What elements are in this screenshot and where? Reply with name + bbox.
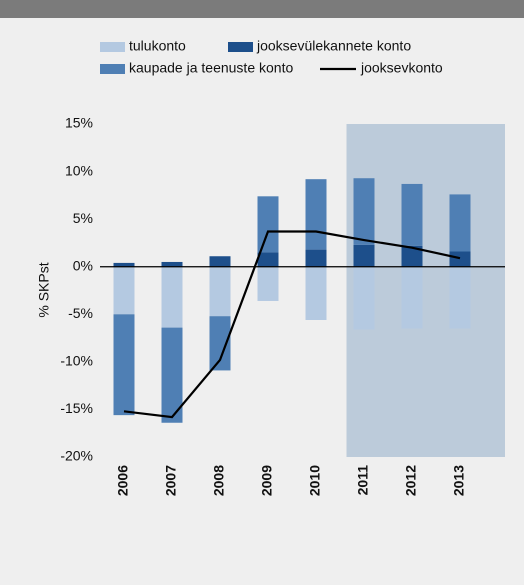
legend-label: tulukonto [129, 38, 186, 54]
bar [449, 266, 471, 329]
bar [353, 266, 375, 330]
y-tick-label: -10% [60, 353, 93, 369]
y-tick-label: -20% [60, 448, 93, 464]
bar [305, 179, 327, 250]
bar [449, 194, 471, 252]
bar [257, 266, 279, 301]
x-tick-label: 2011 [355, 465, 371, 496]
bar [113, 266, 135, 315]
y-tick-label: 0% [73, 257, 93, 273]
bar [161, 261, 183, 267]
bar [161, 266, 183, 328]
bar [113, 314, 135, 416]
bar [209, 316, 231, 371]
x-tick-label: 2008 [211, 465, 227, 496]
bar [209, 266, 231, 317]
legend-label: jooksevkonto [360, 60, 443, 76]
bar [209, 256, 231, 267]
header-band [0, 0, 524, 18]
bar [113, 262, 135, 267]
bar [401, 266, 423, 329]
y-tick-label: 15% [65, 115, 93, 131]
y-axis-label: % SKPst [36, 262, 52, 317]
x-tick-label: 2012 [403, 465, 419, 496]
x-tick-label: 2010 [307, 465, 323, 496]
bar [305, 249, 327, 267]
legend-swatch [100, 42, 125, 52]
x-tick-label: 2007 [163, 465, 179, 496]
y-tick-label: 10% [65, 162, 93, 178]
x-tick-label: 2009 [259, 465, 275, 496]
legend-swatch [228, 42, 253, 52]
bar [257, 196, 279, 253]
y-tick-label: -15% [60, 400, 93, 416]
x-tick-label: 2013 [451, 465, 467, 496]
bar [401, 183, 423, 246]
bar [449, 251, 471, 267]
bar [161, 327, 183, 423]
legend-label: jooksevülekannete konto [256, 38, 411, 54]
bar [257, 252, 279, 267]
y-tick-label: -5% [68, 305, 93, 321]
x-tick-label: 2006 [115, 465, 131, 496]
legend-swatch [100, 64, 125, 74]
y-tick-label: 5% [73, 210, 93, 226]
line [123, 230, 461, 419]
bar [305, 266, 327, 320]
bar [353, 244, 375, 267]
legend-label: kaupade ja teenuste konto [129, 60, 293, 76]
bar [401, 245, 423, 267]
bar [353, 178, 375, 245]
